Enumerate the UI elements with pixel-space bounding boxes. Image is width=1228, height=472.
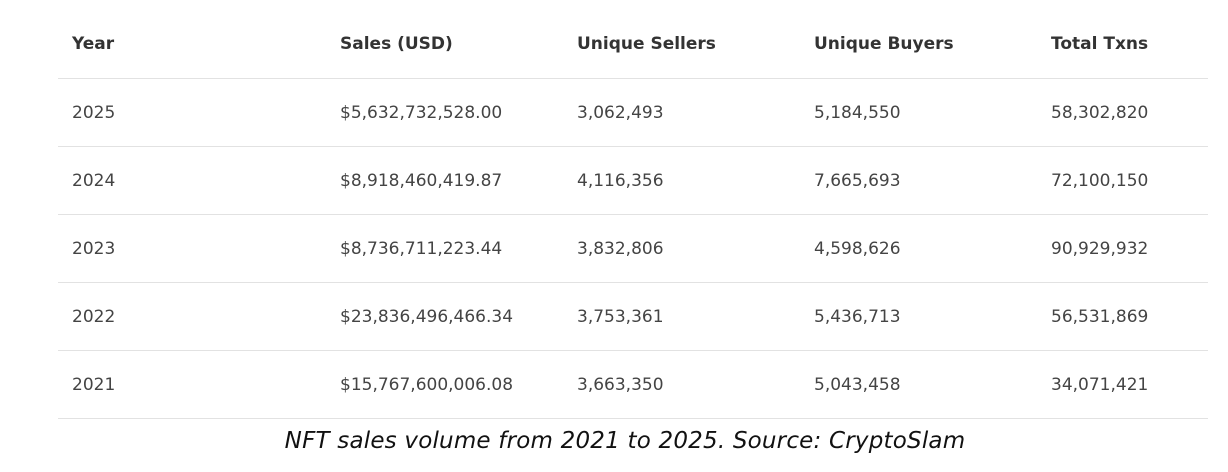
table-header: Year Sales (USD) Unique Sellers Unique B…: [58, 10, 1208, 79]
cell-year: 2022: [58, 282, 326, 351]
column-header-unique-buyers: Unique Buyers: [800, 10, 1037, 79]
cell-unique-buyers: 5,436,713: [800, 282, 1037, 351]
table-row: 2022 $23,836,496,466.34 3,753,361 5,436,…: [58, 282, 1208, 351]
nft-sales-table: Year Sales (USD) Unique Sellers Unique B…: [58, 10, 1208, 419]
cell-total-txns: 34,071,421: [1037, 350, 1208, 419]
table-row: 2024 $8,918,460,419.87 4,116,356 7,665,6…: [58, 146, 1208, 215]
cell-unique-sellers: 3,832,806: [563, 214, 800, 283]
cell-sales: $8,918,460,419.87: [326, 146, 563, 215]
cell-unique-sellers: 3,663,350: [563, 350, 800, 419]
cell-year: 2025: [58, 78, 326, 147]
table-caption: NFT sales volume from 2021 to 2025. Sour…: [284, 428, 966, 454]
column-header-sales: Sales (USD): [326, 10, 563, 79]
cell-total-txns: 58,302,820: [1037, 78, 1208, 147]
header-row: Year Sales (USD) Unique Sellers Unique B…: [58, 10, 1208, 79]
cell-sales: $15,767,600,006.08: [326, 350, 563, 419]
column-header-unique-sellers: Unique Sellers: [563, 10, 800, 79]
cell-year: 2021: [58, 350, 326, 419]
cell-sales: $8,736,711,223.44: [326, 214, 563, 283]
cell-unique-sellers: 4,116,356: [563, 146, 800, 215]
table-row: 2025 $5,632,732,528.00 3,062,493 5,184,5…: [58, 78, 1208, 147]
cell-year: 2023: [58, 214, 326, 283]
nft-sales-table-container: Year Sales (USD) Unique Sellers Unique B…: [58, 10, 1208, 419]
cell-year: 2024: [58, 146, 326, 215]
table-body: 2025 $5,632,732,528.00 3,062,493 5,184,5…: [58, 78, 1208, 419]
table-row: 2021 $15,767,600,006.08 3,663,350 5,043,…: [58, 350, 1208, 419]
cell-sales: $5,632,732,528.00: [326, 78, 563, 147]
cell-unique-buyers: 5,184,550: [800, 78, 1037, 147]
cell-total-txns: 56,531,869: [1037, 282, 1208, 351]
table-row: 2023 $8,736,711,223.44 3,832,806 4,598,6…: [58, 214, 1208, 283]
cell-unique-buyers: 7,665,693: [800, 146, 1037, 215]
cell-unique-sellers: 3,062,493: [563, 78, 800, 147]
cell-total-txns: 90,929,932: [1037, 214, 1208, 283]
cell-sales: $23,836,496,466.34: [326, 282, 563, 351]
column-header-year: Year: [58, 10, 326, 79]
cell-total-txns: 72,100,150: [1037, 146, 1208, 215]
cell-unique-buyers: 4,598,626: [800, 214, 1037, 283]
cell-unique-sellers: 3,753,361: [563, 282, 800, 351]
column-header-total-txns: Total Txns: [1037, 10, 1208, 79]
cell-unique-buyers: 5,043,458: [800, 350, 1037, 419]
